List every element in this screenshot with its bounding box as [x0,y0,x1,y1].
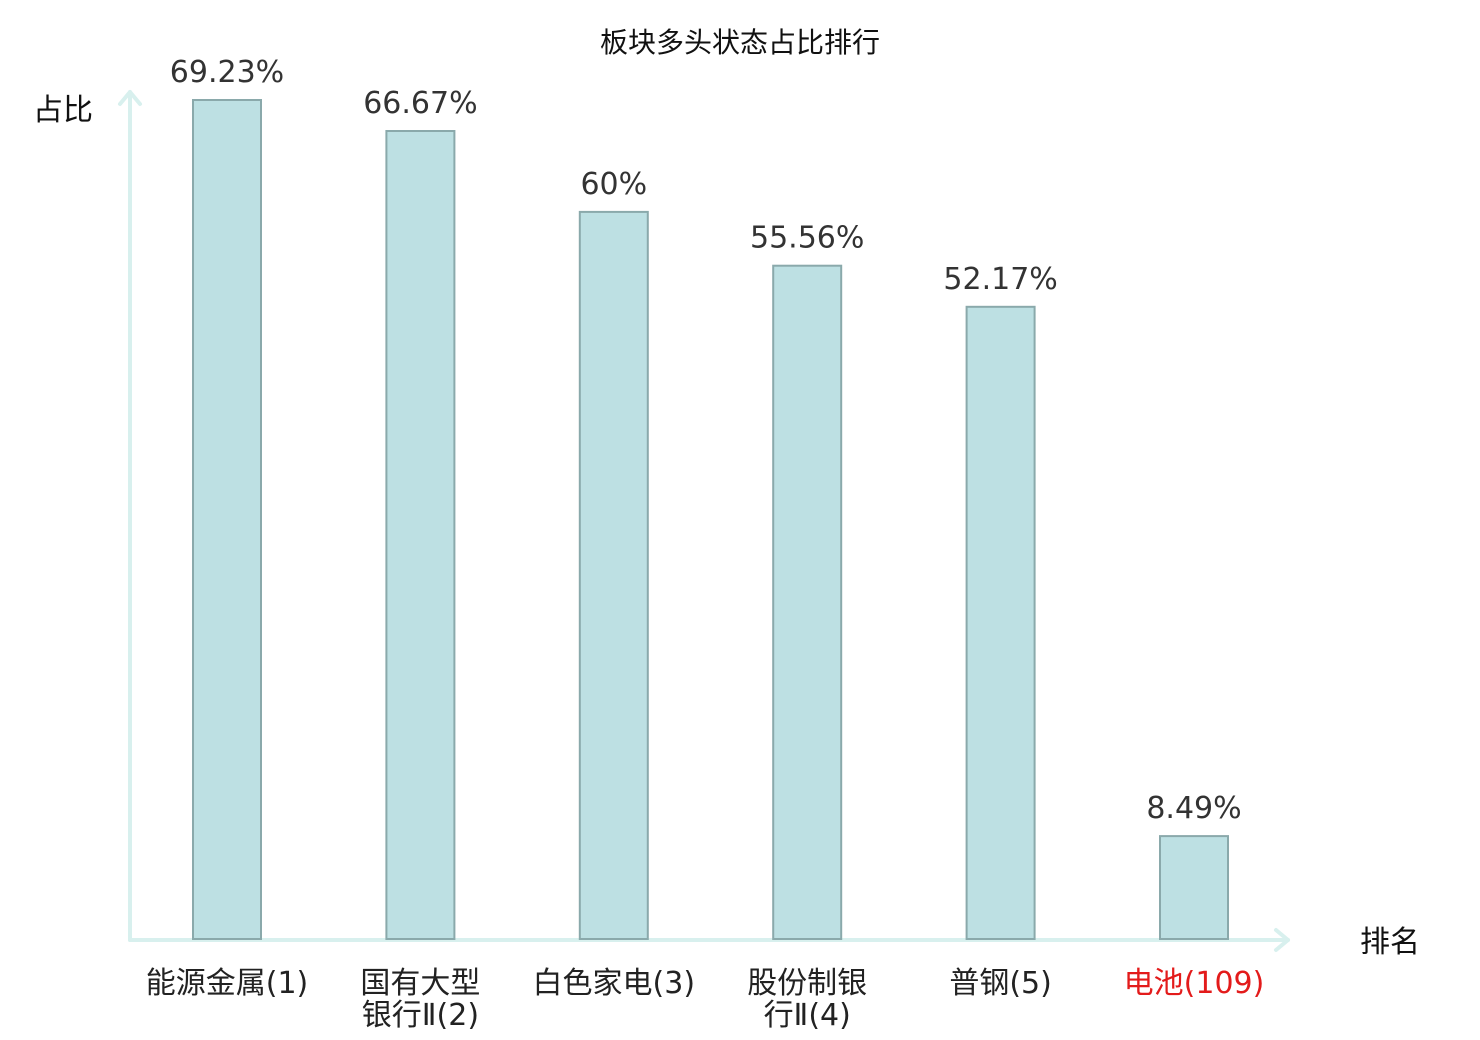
category-label-5: 普钢(5) [949,966,1052,1001]
value-label-2: 66.67% [363,86,477,121]
category-label-2-line-2: 银行Ⅱ(2) [362,998,479,1033]
category-label-1: 能源金属(1) [146,966,309,1001]
category-label-6: 电池(109) [1124,966,1265,1001]
bars-layer [192,99,1229,940]
value-label-4: 55.56% [750,221,864,256]
category-label-2-line-1: 国有大型 [360,966,480,1001]
value-label-1: 69.23% [170,55,284,90]
value-label-6: 8.49% [1146,791,1241,826]
y-axis-title: 占比 [33,93,93,128]
bar-1 [192,99,262,940]
category-label-4-line-1: 股份制银 [747,966,867,1001]
y-axis-arrow-icon [118,90,142,106]
category-label-4-line-2: 行Ⅱ(4) [764,998,851,1033]
bar-5 [965,305,1036,940]
bar-3 [578,210,649,940]
chart-title: 板块多头状态占比排行 [600,26,880,59]
x-axis-arrow-icon [1274,928,1290,952]
value-label-3: 60% [580,167,647,202]
x-axis-title: 排名 [1360,925,1420,960]
category-label-3: 白色家电(3) [533,966,696,1001]
value-labels-layer: 69.23% 66.67% 60% 55.56% 52.17% 8.49% [170,55,1242,826]
bar-4 [772,264,843,940]
value-label-5: 52.17% [943,262,1057,297]
bar-2 [385,130,456,940]
bar-6 [1159,835,1229,940]
